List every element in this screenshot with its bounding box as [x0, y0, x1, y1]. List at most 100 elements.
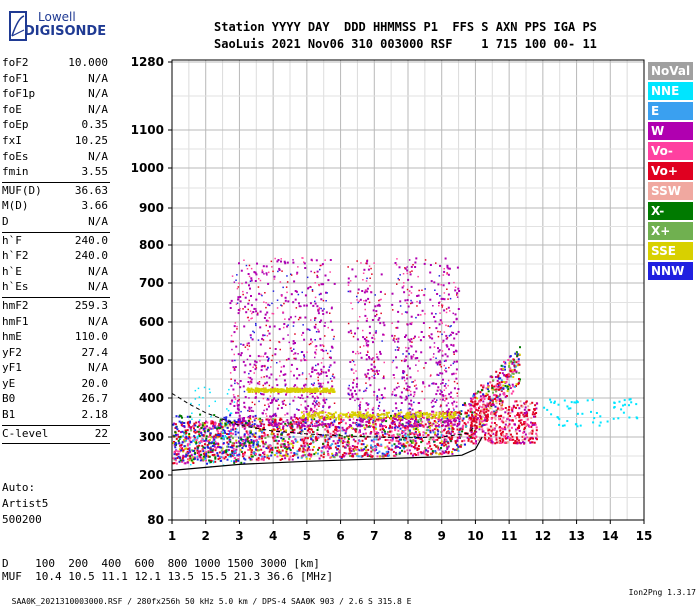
echo-point — [529, 442, 531, 444]
echo-point — [278, 405, 280, 407]
echo-point — [479, 391, 481, 393]
echo-point — [213, 439, 215, 441]
echo-point — [280, 433, 282, 435]
echo-point — [261, 388, 263, 390]
echo-point — [246, 292, 248, 294]
echo-point — [474, 424, 476, 426]
echo-point — [378, 300, 380, 302]
echo-point — [439, 295, 441, 297]
echo-point — [479, 428, 481, 430]
echo-point — [405, 433, 407, 435]
echo-point — [399, 266, 401, 268]
echo-point — [306, 396, 308, 398]
echo-point — [448, 420, 450, 422]
echo-point — [395, 452, 397, 454]
echo-point — [315, 297, 317, 299]
echo-point — [456, 402, 458, 404]
echo-point — [328, 369, 330, 371]
echo-point — [285, 404, 287, 406]
echo-point — [266, 274, 268, 276]
echo-point — [238, 309, 240, 311]
echo-point — [514, 369, 516, 371]
echo-point — [215, 449, 217, 451]
echo-point — [314, 405, 316, 407]
echo-point — [359, 389, 361, 391]
echo-point — [334, 420, 336, 422]
echo-point — [283, 323, 285, 325]
echo-point — [410, 425, 412, 427]
echo-point — [266, 454, 268, 456]
echo-point — [319, 403, 321, 405]
echo-point — [406, 270, 408, 272]
echo-point — [512, 371, 514, 373]
echo-point — [203, 453, 205, 455]
echo-point — [420, 411, 422, 413]
echo-point — [356, 398, 358, 400]
echo-point — [252, 338, 254, 340]
echo-point — [415, 440, 417, 442]
echo-point — [267, 283, 269, 285]
echo-point — [451, 453, 453, 455]
echo-point — [253, 452, 255, 454]
echo-point — [398, 412, 400, 414]
echo-point — [261, 431, 263, 433]
echo-point — [499, 409, 501, 411]
echo-point — [322, 283, 324, 285]
echo-point — [534, 404, 536, 406]
echo-point — [480, 410, 482, 412]
echo-point — [230, 385, 232, 387]
echo-point — [491, 422, 493, 424]
echo-point — [414, 444, 416, 446]
echo-point — [372, 412, 374, 414]
echo-point — [342, 440, 344, 442]
echo-point — [613, 418, 615, 420]
echo-point — [226, 442, 228, 444]
echo-point — [451, 451, 453, 453]
echo-point — [381, 423, 383, 425]
echo-point — [233, 445, 235, 447]
echo-point — [346, 444, 348, 446]
echo-point — [314, 407, 316, 409]
echo-point — [204, 387, 206, 389]
echo-point — [405, 334, 407, 336]
echo-point — [314, 319, 316, 321]
echo-point — [404, 360, 406, 362]
echo-point — [270, 445, 272, 447]
echo-point — [319, 458, 321, 460]
echo-point — [175, 459, 177, 461]
echo-point — [536, 403, 538, 405]
echo-point — [298, 374, 300, 376]
echo-point — [416, 305, 418, 307]
echo-point — [192, 462, 194, 464]
echo-point — [455, 378, 457, 380]
echo-point — [491, 432, 493, 434]
echo-point — [456, 292, 458, 294]
echo-point — [453, 313, 455, 315]
echo-point — [411, 346, 413, 348]
echo-point — [367, 408, 369, 410]
echo-point — [373, 391, 375, 393]
echo-point — [284, 390, 286, 392]
echo-point — [446, 273, 448, 275]
echo-point — [231, 335, 233, 337]
echo-point — [237, 288, 239, 290]
echo-point — [366, 388, 368, 390]
echo-point — [255, 273, 257, 275]
echo-point — [376, 314, 378, 316]
echo-point — [502, 400, 504, 402]
echo-point — [430, 448, 432, 450]
echo-point — [251, 410, 253, 412]
echo-point — [380, 417, 382, 419]
echo-point — [392, 293, 394, 295]
echo-point — [248, 273, 250, 275]
echo-point — [229, 302, 231, 304]
echo-point — [491, 411, 493, 413]
echo-point — [395, 402, 397, 404]
echo-point — [374, 366, 376, 368]
echo-point — [320, 344, 322, 346]
echo-point — [484, 424, 486, 426]
echo-point — [387, 416, 389, 418]
echo-point — [433, 353, 435, 355]
echo-point — [231, 340, 233, 342]
echo-point — [352, 396, 354, 398]
